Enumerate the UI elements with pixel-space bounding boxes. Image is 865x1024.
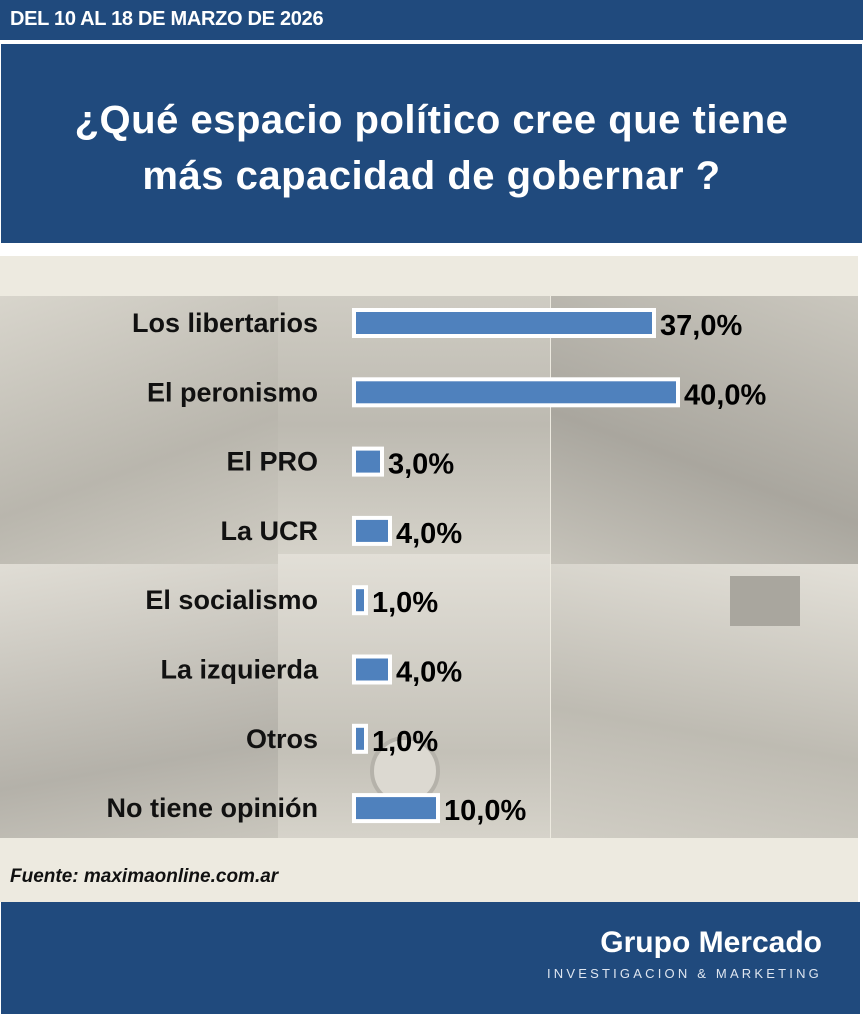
category-label: El PRO bbox=[226, 447, 318, 477]
value-label: 1,0% bbox=[372, 726, 438, 758]
brand-logo: Grupo Mercado bbox=[600, 926, 822, 959]
category-label: El socialismo bbox=[145, 585, 318, 615]
bar bbox=[356, 312, 652, 334]
value-label: 3,0% bbox=[388, 449, 454, 481]
title-box: ¿Qué espacio político cree que tiene más… bbox=[1, 44, 862, 243]
background-photo-collage bbox=[0, 296, 858, 838]
bar bbox=[356, 381, 676, 404]
bar bbox=[356, 727, 364, 750]
category-label: La UCR bbox=[220, 516, 318, 546]
brand-tagline: INVESTIGACION & MARKETING bbox=[546, 966, 822, 981]
category-label: Otros bbox=[246, 724, 318, 754]
date-band: DEL 10 AL 18 DE MARZO DE 2026 bbox=[0, 0, 863, 40]
title-line-2: más capacidad de gobernar ? bbox=[142, 154, 721, 198]
value-label: 4,0% bbox=[396, 518, 462, 550]
chart-title: ¿Qué espacio político cree que tiene más… bbox=[1, 92, 862, 204]
category-label: El peronismo bbox=[147, 377, 318, 407]
source-note: Fuente: maximaonline.com.ar bbox=[10, 866, 279, 887]
bar bbox=[356, 519, 388, 542]
footer-band: Grupo Mercado INVESTIGACION & MARKETING bbox=[1, 902, 860, 1014]
value-label: 4,0% bbox=[396, 657, 462, 689]
category-label: Los libertarios bbox=[132, 308, 318, 338]
title-line-1: ¿Qué espacio político cree que tiene bbox=[74, 98, 789, 142]
date-range: DEL 10 AL 18 DE MARZO DE 2026 bbox=[10, 8, 324, 30]
bar bbox=[356, 658, 388, 681]
value-label: 1,0% bbox=[372, 587, 438, 619]
category-label: La izquierda bbox=[160, 655, 319, 685]
value-label: 10,0% bbox=[444, 795, 526, 827]
value-label: 37,0% bbox=[660, 310, 742, 342]
bar bbox=[356, 450, 380, 473]
bar bbox=[356, 589, 364, 612]
category-label: No tiene opinión bbox=[107, 793, 318, 823]
value-label: 40,0% bbox=[684, 379, 766, 411]
bar bbox=[356, 797, 436, 820]
